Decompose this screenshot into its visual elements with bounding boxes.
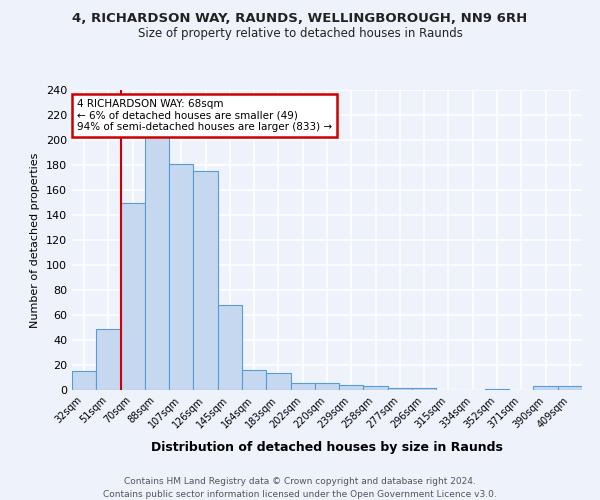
Bar bbox=[364, 386, 388, 390]
Text: 4, RICHARDSON WAY, RAUNDS, WELLINGBOROUGH, NN9 6RH: 4, RICHARDSON WAY, RAUNDS, WELLINGBOROUG… bbox=[73, 12, 527, 26]
Bar bbox=[315, 382, 339, 390]
Text: Contains HM Land Registry data © Crown copyright and database right 2024.: Contains HM Land Registry data © Crown c… bbox=[124, 478, 476, 486]
Bar bbox=[121, 202, 145, 390]
Text: Contains public sector information licensed under the Open Government Licence v3: Contains public sector information licen… bbox=[103, 490, 497, 499]
Bar bbox=[266, 372, 290, 390]
Bar bbox=[485, 389, 509, 390]
Bar bbox=[169, 164, 193, 390]
Bar bbox=[558, 386, 582, 390]
Text: Size of property relative to detached houses in Raunds: Size of property relative to detached ho… bbox=[137, 28, 463, 40]
Bar bbox=[72, 371, 96, 390]
Bar bbox=[242, 370, 266, 390]
X-axis label: Distribution of detached houses by size in Raunds: Distribution of detached houses by size … bbox=[151, 441, 503, 454]
Bar bbox=[533, 386, 558, 390]
Bar bbox=[339, 385, 364, 390]
Bar bbox=[96, 329, 121, 390]
Bar bbox=[388, 388, 412, 390]
Y-axis label: Number of detached properties: Number of detached properties bbox=[31, 152, 40, 328]
Bar bbox=[290, 382, 315, 390]
Bar bbox=[412, 388, 436, 390]
Text: 4 RICHARDSON WAY: 68sqm
← 6% of detached houses are smaller (49)
94% of semi-det: 4 RICHARDSON WAY: 68sqm ← 6% of detached… bbox=[77, 99, 332, 132]
Bar bbox=[218, 305, 242, 390]
Bar bbox=[193, 171, 218, 390]
Bar bbox=[145, 134, 169, 390]
